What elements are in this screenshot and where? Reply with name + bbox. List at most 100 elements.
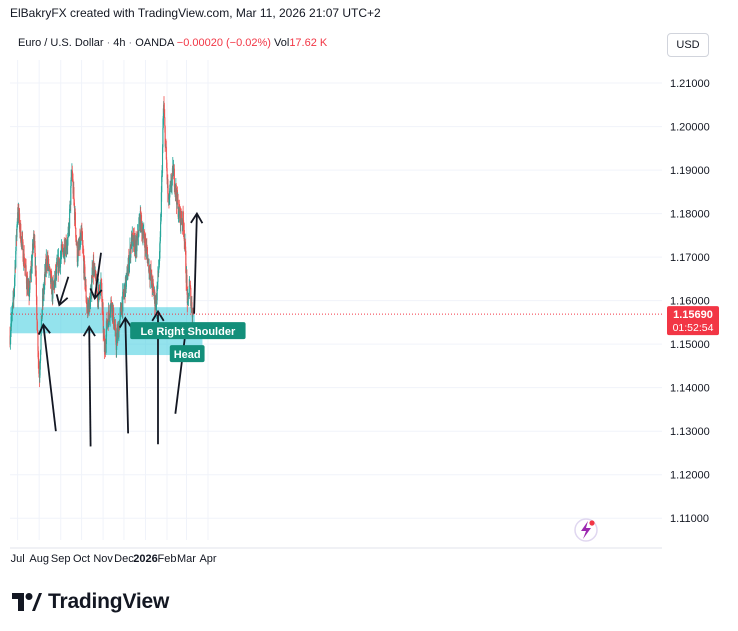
time-tick-label: Nov [93, 553, 113, 565]
countdown-value: 01:52:54 [673, 322, 714, 334]
price-tick-label: 1.13000 [670, 426, 710, 438]
candle-body [173, 168, 175, 176]
symbol-interval[interactable]: 4h [113, 37, 126, 49]
arrow-head [37, 322, 51, 335]
candle-body [162, 127, 164, 148]
candle-body [11, 314, 13, 324]
symbol-exchange: OANDA [135, 37, 174, 49]
annotation-arrow [82, 325, 96, 447]
annotation-label-text: Head [174, 349, 201, 361]
candle-body [112, 309, 114, 317]
chart-grid [10, 60, 662, 549]
arrow-head [55, 294, 69, 307]
time-tick-label: Aug [29, 553, 49, 565]
candle-body [173, 168, 175, 187]
time-tick-label: Apr [199, 553, 216, 565]
candle-body [73, 187, 75, 200]
candle-body [49, 267, 51, 269]
annotation-label-text: Le Right Shoulder [141, 326, 236, 338]
candle-body [62, 251, 65, 257]
candle-body [110, 299, 112, 306]
time-tick-label: Sep [51, 553, 71, 565]
price-tick-label: 1.14000 [670, 383, 710, 395]
price-tick-label: 1.16000 [670, 296, 710, 308]
candle-body [101, 282, 103, 297]
price-tick-label: 1.21000 [670, 78, 710, 90]
lightning-icon[interactable] [574, 518, 598, 542]
price-tick-label: 1.11000 [670, 513, 709, 525]
arrow-head [82, 325, 96, 337]
candle-body [164, 117, 166, 127]
candle-body [110, 304, 112, 314]
candle-body [62, 247, 64, 251]
volume-value: 17.62 K [289, 37, 328, 49]
candle-body [165, 146, 167, 160]
time-tick-label: Mar [177, 553, 196, 565]
candle-body [58, 260, 60, 269]
candle-body [164, 126, 166, 147]
time-tick-label: 2026 [133, 553, 157, 565]
symbol-name[interactable]: Euro / U.S. Dollar [18, 37, 104, 49]
time-tick-label: Feb [158, 553, 177, 565]
price-tick-label: 1.20000 [670, 122, 710, 134]
arrow-head [151, 309, 165, 322]
candle-body [25, 265, 27, 275]
annotation-labels: Le Right Shoulder Head [130, 322, 246, 363]
candle-body [16, 225, 18, 238]
candle-body [70, 177, 72, 186]
annotation-arrow [89, 252, 103, 301]
candle-body [98, 284, 101, 290]
candle-body [36, 296, 38, 320]
candle-body [138, 224, 140, 237]
candle-body [76, 242, 78, 262]
candle-body [10, 323, 12, 331]
candle-body [122, 291, 124, 312]
candle-body [183, 230, 185, 242]
candle-body [69, 208, 71, 229]
candle-body [88, 298, 90, 314]
currency-button[interactable]: USD [667, 33, 709, 57]
time-tick-label: Jul [11, 553, 25, 565]
price-tick-label: 1.12000 [670, 470, 710, 482]
arrow-head [190, 211, 204, 224]
time-tick-label: Oct [73, 553, 90, 565]
annotation-label: Le Right Shoulder [130, 322, 246, 340]
candle-body [191, 302, 193, 313]
candle-body [161, 175, 163, 193]
candle-body [171, 167, 174, 178]
annotation-arrow [119, 316, 133, 434]
candle-body [40, 350, 42, 361]
tradingview-logo[interactable]: TradingView [12, 590, 169, 614]
annotation-label-box [169, 345, 205, 363]
arrow-shaft [174, 324, 188, 414]
candle-body [127, 274, 129, 280]
candle-body [118, 325, 120, 338]
candle-body [50, 275, 52, 283]
candle-body [75, 227, 77, 238]
candle-body [77, 249, 79, 262]
candle-body [184, 241, 187, 251]
candle-body [56, 265, 58, 274]
candle-body [188, 285, 190, 297]
price-tick-label: 1.19000 [670, 165, 710, 177]
candle-body [136, 240, 138, 252]
arrow-shaft [124, 318, 130, 434]
arrow-head [119, 316, 133, 329]
symbol-change: −0.00020 (−0.02%) [176, 37, 271, 49]
candle-body [108, 310, 110, 315]
candle-body [15, 250, 17, 268]
candle-body [160, 192, 162, 218]
time-tick-label: Dec [114, 553, 134, 565]
candle-body [22, 241, 24, 262]
candle-body [106, 318, 108, 327]
candle-body [156, 286, 158, 301]
candle-body [28, 289, 31, 297]
candle-body [61, 245, 63, 254]
candle-body [91, 282, 93, 295]
candle-body [79, 237, 81, 248]
candle-body [158, 268, 160, 273]
symbol-legend[interactable]: Euro / U.S. Dollar · 4h · OANDA −0.00020 (−0… [18, 37, 328, 49]
candle-body [30, 262, 32, 274]
